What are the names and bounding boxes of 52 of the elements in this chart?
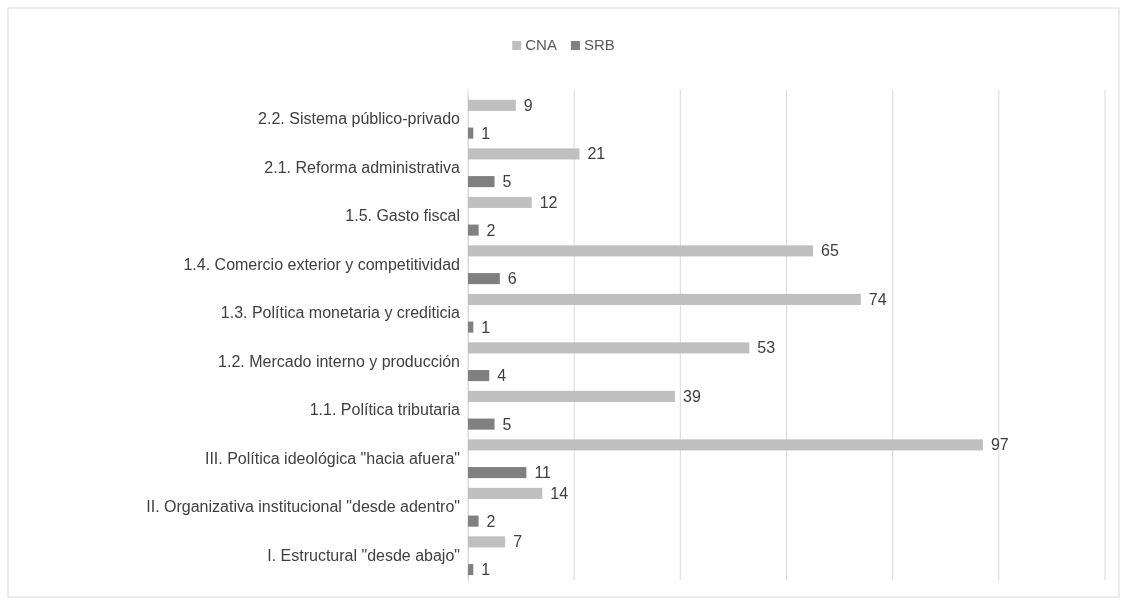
- data-label: 2: [486, 512, 496, 530]
- bar: [468, 342, 750, 354]
- bar: [468, 515, 479, 527]
- y-tick-label: III. Política ideológica "hacia afuera": [204, 449, 460, 467]
- data-label: 11: [534, 464, 552, 482]
- bar: [468, 224, 479, 236]
- data-label: 5: [502, 173, 512, 191]
- bar: [468, 321, 474, 333]
- y-tick-label: 1.1. Política tributaria: [309, 401, 461, 419]
- data-label: 39: [683, 387, 701, 405]
- bar: [468, 99, 516, 111]
- data-label: 6: [507, 270, 517, 288]
- data-label: 97: [990, 436, 1009, 454]
- data-label: 12: [539, 193, 558, 211]
- data-label: 65: [821, 242, 839, 260]
- data-label: 1: [481, 124, 491, 142]
- legend-label: SRB: [583, 36, 615, 53]
- bar: [468, 245, 814, 257]
- data-label: 1: [481, 561, 491, 579]
- data-label: 4: [497, 367, 507, 385]
- bar: [468, 439, 983, 451]
- legend-label: CNA: [525, 36, 557, 53]
- bar: [468, 390, 676, 402]
- y-tick-label: 1.2. Mercado interno y producción: [218, 352, 460, 370]
- bar: [468, 293, 861, 305]
- bar: [468, 418, 495, 430]
- data-label: 2: [486, 221, 496, 239]
- y-tick-label: II. Organizativa institucional "desde adentro": [146, 498, 460, 516]
- y-tick-label: 2.2. Sistema público-privado: [258, 110, 461, 128]
- bar: [468, 273, 500, 285]
- bar: [468, 176, 495, 188]
- bar: [468, 564, 474, 576]
- data-label: 53: [757, 339, 776, 357]
- data-label: 14: [550, 484, 569, 502]
- bar: [468, 148, 580, 160]
- bar: [468, 536, 506, 548]
- data-label: 74: [868, 290, 887, 308]
- data-label: 5: [502, 415, 512, 433]
- y-tick-label: 1.4. Comercio exterior y competitividad: [183, 255, 460, 273]
- data-label: 21: [587, 145, 606, 163]
- data-label: 7: [513, 533, 523, 551]
- bar: [468, 370, 490, 382]
- y-tick-label: I. Estructural "desde abajo": [267, 546, 460, 564]
- bar: [468, 127, 474, 139]
- y-tick-label: 2.1. Reforma administrativa: [264, 158, 461, 176]
- bar: [468, 467, 527, 479]
- bar: [468, 196, 532, 208]
- y-tick-label: 1.5. Gasto fiscal: [345, 207, 460, 225]
- y-tick-label: 1.3. Política monetaria y crediticia: [220, 304, 461, 322]
- data-label: 1: [481, 318, 491, 336]
- data-label: 9: [523, 96, 533, 114]
- bar: [468, 487, 543, 499]
